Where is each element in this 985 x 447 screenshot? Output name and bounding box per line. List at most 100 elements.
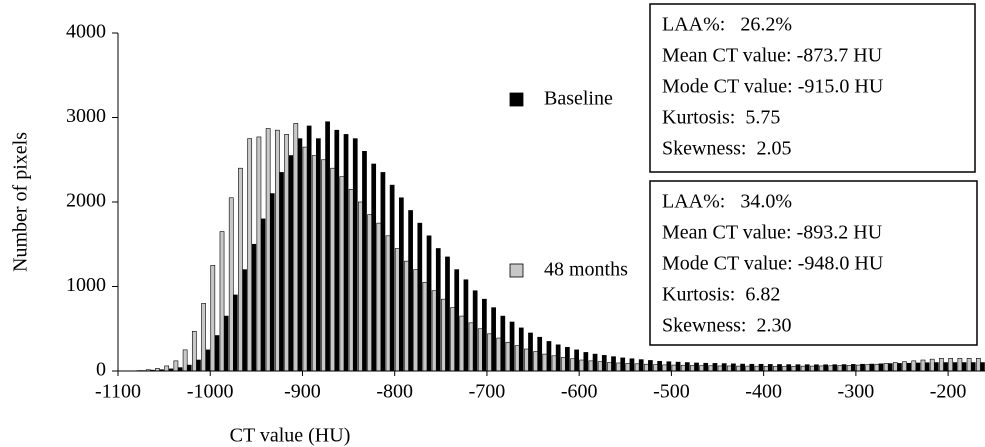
x-tick-label: -900 bbox=[284, 381, 321, 403]
histogram-bar bbox=[362, 151, 367, 372]
histogram-bar bbox=[404, 260, 409, 372]
legend-swatch bbox=[509, 92, 524, 107]
histogram-bar bbox=[856, 364, 861, 372]
histogram-bar bbox=[431, 290, 437, 372]
histogram-bar bbox=[850, 364, 856, 372]
histogram-bar bbox=[726, 365, 732, 372]
histogram-bar bbox=[500, 315, 506, 372]
histogram-bar bbox=[906, 362, 912, 372]
histogram-bar bbox=[293, 123, 299, 372]
stats-text: LAA%: 26.2% bbox=[662, 14, 792, 36]
histogram-bar bbox=[454, 269, 460, 372]
histogram-bar bbox=[251, 243, 257, 372]
histogram-bar bbox=[242, 269, 247, 372]
histogram-bar bbox=[611, 356, 616, 372]
histogram-bar bbox=[394, 248, 400, 372]
histogram-bar bbox=[809, 365, 815, 372]
histogram-bar bbox=[731, 363, 736, 372]
histogram-bar bbox=[316, 138, 321, 372]
histogram-bar bbox=[524, 348, 529, 372]
histogram-bar bbox=[846, 365, 852, 372]
histogram-bar bbox=[297, 138, 303, 372]
histogram-bar bbox=[260, 218, 266, 372]
histogram-bar bbox=[269, 193, 275, 372]
histogram-bar bbox=[219, 231, 225, 372]
histogram-bar bbox=[408, 210, 413, 372]
histogram-bar bbox=[579, 359, 585, 372]
histogram-bar bbox=[518, 327, 524, 372]
histogram-bar bbox=[703, 362, 709, 372]
histogram-bar bbox=[883, 363, 889, 372]
histogram-bar bbox=[975, 358, 981, 372]
histogram-bar bbox=[865, 364, 871, 372]
histogram-bar bbox=[874, 363, 880, 372]
histogram-bar bbox=[450, 307, 455, 372]
histogram-bar bbox=[509, 321, 515, 372]
histogram-bar bbox=[441, 298, 446, 372]
histogram-bar bbox=[367, 214, 372, 372]
histogram-bar bbox=[505, 341, 511, 372]
histogram-bar bbox=[961, 362, 967, 372]
y-axis-title: Number of pixels bbox=[10, 132, 32, 272]
histogram-bar bbox=[164, 365, 170, 372]
histogram-bar bbox=[210, 265, 216, 372]
histogram-bar bbox=[887, 363, 893, 372]
histogram-bar bbox=[422, 281, 428, 372]
histogram-bar bbox=[334, 129, 340, 372]
histogram-bar bbox=[800, 365, 806, 372]
histogram-bar bbox=[823, 364, 829, 372]
histogram-bar bbox=[782, 365, 787, 372]
histogram-bar bbox=[966, 358, 972, 372]
histogram-bar bbox=[560, 357, 566, 372]
stats-text: LAA%: 34.0% bbox=[662, 191, 792, 213]
stats-text: Mean CT value: -893.2 HU bbox=[662, 222, 883, 244]
histogram-bar bbox=[228, 197, 234, 372]
histogram-bar bbox=[819, 365, 824, 372]
histogram-bar bbox=[948, 358, 954, 372]
histogram-bar bbox=[763, 365, 769, 372]
histogram-bar bbox=[385, 235, 391, 372]
histogram-bar bbox=[745, 365, 751, 372]
histogram-bar bbox=[841, 364, 847, 372]
histogram-bar bbox=[352, 138, 358, 372]
histogram-bar bbox=[459, 315, 465, 372]
histogram-bar bbox=[358, 201, 363, 372]
legend-swatch bbox=[509, 263, 524, 278]
histogram-bar bbox=[832, 364, 838, 372]
y-tick-label: 0 bbox=[96, 359, 106, 381]
histogram-bar bbox=[551, 355, 557, 372]
histogram-bar bbox=[477, 328, 483, 372]
histogram-bar bbox=[625, 363, 631, 372]
histogram-bar bbox=[721, 363, 727, 372]
histogram-bar bbox=[574, 349, 579, 372]
histogram-bar bbox=[754, 365, 760, 372]
stats-text: Kurtosis: 6.82 bbox=[662, 284, 780, 306]
histogram-bar bbox=[468, 322, 474, 372]
histogram-bar bbox=[533, 351, 538, 372]
legend-label: Baseline bbox=[544, 88, 613, 110]
x-tick-label: -400 bbox=[745, 381, 782, 403]
histogram-bar bbox=[767, 364, 773, 372]
histogram-bar bbox=[638, 359, 644, 372]
histogram-bar bbox=[445, 256, 450, 372]
histogram-bar bbox=[592, 353, 598, 372]
stats-box bbox=[649, 3, 976, 173]
histogram-bar bbox=[302, 146, 308, 372]
histogram-bar bbox=[929, 358, 935, 372]
histogram-bar bbox=[487, 333, 492, 372]
histogram-bar bbox=[680, 364, 686, 372]
histogram-bar bbox=[897, 363, 902, 372]
stats-text: Mode CT value: -915.0 HU bbox=[662, 76, 884, 98]
histogram-bar bbox=[238, 167, 243, 372]
histogram-bar bbox=[256, 136, 262, 372]
histogram-bar bbox=[247, 138, 253, 372]
histogram-bar bbox=[597, 361, 603, 372]
histogram-bar bbox=[583, 352, 589, 372]
histogram-bar bbox=[371, 163, 377, 372]
histogram-bar bbox=[814, 364, 819, 372]
histogram-bar bbox=[528, 332, 533, 372]
histogram-bar bbox=[426, 235, 432, 372]
histogram-bar bbox=[671, 364, 677, 372]
histogram-bar bbox=[957, 358, 963, 372]
